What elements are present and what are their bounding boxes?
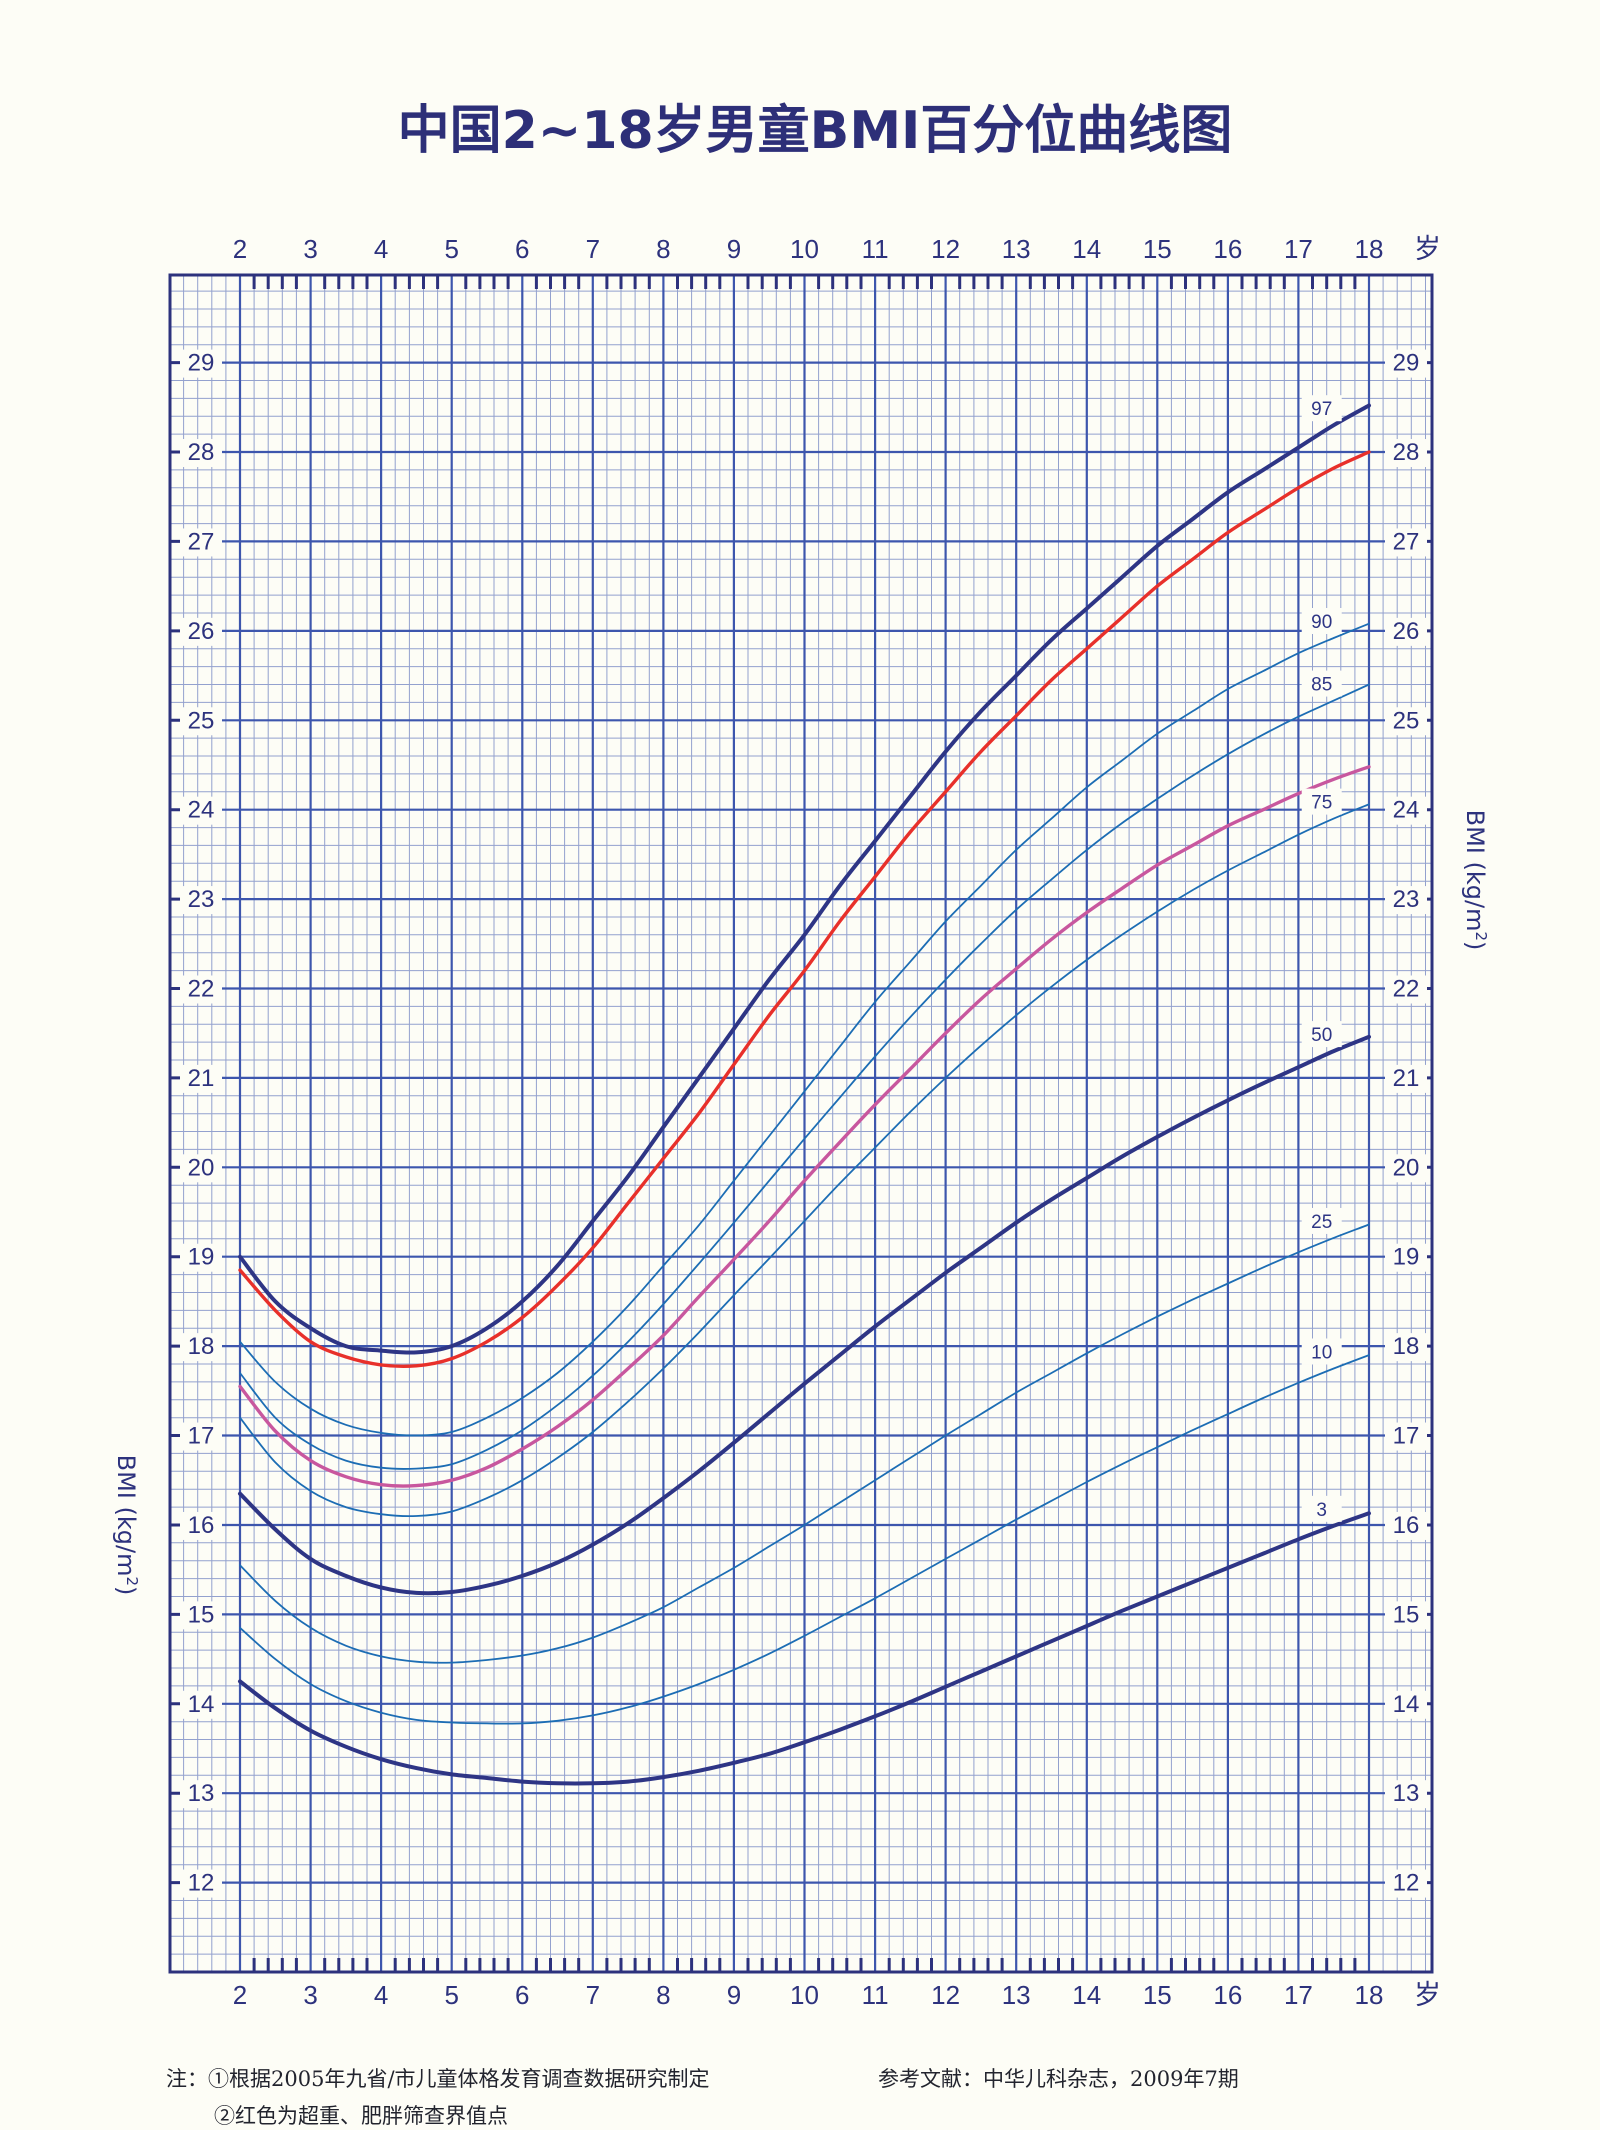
x-tick-label-bottom: 12 bbox=[931, 1980, 960, 2010]
y-tick-label-right: 17 bbox=[1393, 1423, 1420, 1450]
x-tick-label-top: 17 bbox=[1284, 234, 1313, 264]
curve-label-p25: 25 bbox=[1311, 1212, 1332, 1233]
y-tick-label-left: 18 bbox=[188, 1333, 215, 1360]
y-tick-label-left: 28 bbox=[188, 439, 215, 466]
y-tick-label-right: 13 bbox=[1393, 1780, 1420, 1807]
x-tick-label-bottom: 16 bbox=[1213, 1980, 1242, 2010]
x-tick-label-top: 7 bbox=[586, 234, 600, 264]
x-tick-label-bottom: 15 bbox=[1143, 1980, 1172, 2010]
x-tick-label-top: 12 bbox=[931, 234, 960, 264]
x-tick-label-top: 3 bbox=[303, 234, 317, 264]
curve-label-p75: 75 bbox=[1311, 793, 1332, 814]
footnote-1: 注：①根据2005年九省/市儿童体格发育调查数据研究制定 bbox=[166, 2063, 710, 2093]
x-tick-label-top: 6 bbox=[515, 234, 529, 264]
y-tick-label-right: 21 bbox=[1393, 1065, 1420, 1092]
y-tick-label-right: 18 bbox=[1393, 1333, 1420, 1360]
x-tick-label-top: 5 bbox=[444, 234, 458, 264]
x-axis-top-labels: 2 3 4 5 6 7 8 9 10 11 12 13 14 15 16 17 18 bbox=[233, 234, 1384, 264]
x-tick-label-top: 4 bbox=[374, 234, 388, 264]
y-tick-label-left: 20 bbox=[188, 1154, 215, 1181]
y-tick-label-right: 20 bbox=[1393, 1154, 1420, 1181]
y-tick-label-left: 26 bbox=[188, 618, 215, 645]
x-tick-label-top: 18 bbox=[1355, 234, 1384, 264]
x-tick-label-bottom: 9 bbox=[727, 1980, 741, 2010]
x-tick-label-top: 9 bbox=[727, 234, 741, 264]
y-tick-label-right: 19 bbox=[1393, 1244, 1420, 1271]
y-tick-label-left: 19 bbox=[188, 1244, 215, 1271]
x-tick-label-bottom: 17 bbox=[1284, 1980, 1313, 2010]
y-tick-label-left: 21 bbox=[188, 1065, 215, 1092]
y-tick-label-left: 24 bbox=[188, 797, 215, 824]
x-tick-label-bottom: 2 bbox=[233, 1980, 247, 2010]
x-tick-label-bottom: 6 bbox=[515, 1980, 529, 2010]
x-axis-bottom-labels: 2 3 4 5 6 7 8 9 10 11 12 13 14 15 16 17 18 bbox=[233, 1980, 1384, 2010]
y-tick-label-left: 29 bbox=[188, 350, 215, 377]
y-tick-label-right: 16 bbox=[1393, 1512, 1420, 1539]
y-tick-label-right: 23 bbox=[1393, 886, 1420, 913]
y-tick-label-right: 14 bbox=[1393, 1691, 1420, 1718]
y-tick-label-left: 25 bbox=[188, 707, 215, 734]
y-tick-label-right: 22 bbox=[1393, 975, 1420, 1002]
y-tick-label-right: 25 bbox=[1393, 707, 1420, 734]
y-tick-label-right: 24 bbox=[1393, 797, 1420, 824]
footnote-reference: 参考文献：中华儿科杂志，2009年7期 bbox=[878, 2063, 1239, 2093]
y-tick-label-right: 12 bbox=[1393, 1870, 1420, 1897]
x-unit-bottom: 岁 bbox=[1414, 1980, 1441, 2011]
y-tick-label-right: 28 bbox=[1393, 439, 1420, 466]
y-tick-label-left: 15 bbox=[188, 1601, 215, 1628]
x-tick-label-top: 15 bbox=[1143, 234, 1172, 264]
y-tick-label-left: 16 bbox=[188, 1512, 215, 1539]
x-tick-label-bottom: 10 bbox=[790, 1980, 819, 2010]
curve-label-p3: 3 bbox=[1316, 1500, 1327, 1521]
x-tick-label-bottom: 13 bbox=[1002, 1980, 1031, 2010]
x-tick-label-bottom: 11 bbox=[862, 1980, 889, 2010]
minor-grid bbox=[170, 275, 1432, 1972]
x-tick-label-bottom: 14 bbox=[1072, 1980, 1101, 2010]
y-tick-label-left: 14 bbox=[188, 1691, 215, 1718]
y-axis-left-labels: 12 13 14 15 16 17 18 19 20 21 22 23 24 25 26 27 28 29 bbox=[180, 350, 222, 1898]
x-tick-label-bottom: 3 bbox=[303, 1980, 317, 2010]
x-tick-label-bottom: 4 bbox=[374, 1980, 388, 2010]
y-axis-right-labels: 12 13 14 15 16 17 18 19 20 21 22 23 24 25 26 27 28 29 bbox=[1385, 350, 1427, 1898]
y-tick-label-left: 22 bbox=[188, 975, 215, 1002]
y-tick-label-left: 23 bbox=[188, 886, 215, 913]
y-tick-label-right: 29 bbox=[1393, 350, 1420, 377]
curve-labels: 97 90 85 75 50 25 10 3 bbox=[1302, 395, 1342, 1522]
y-tick-label-left: 27 bbox=[188, 528, 215, 555]
curve-label-p85: 85 bbox=[1311, 675, 1332, 696]
major-grid-lines bbox=[170, 275, 1432, 1972]
outer-frame bbox=[170, 275, 1432, 1972]
x-tick-label-top: 14 bbox=[1072, 234, 1101, 264]
y-tick-label-right: 26 bbox=[1393, 618, 1420, 645]
y-tick-label-right: 15 bbox=[1393, 1601, 1420, 1628]
y-axis-title-left: BMI (kg/m2) bbox=[112, 1455, 141, 1596]
major-grid bbox=[170, 275, 1432, 1972]
y-axis-title-right: BMI (kg/m2) bbox=[1461, 810, 1490, 951]
x-tick-label-top: 10 bbox=[790, 234, 819, 264]
x-tick-label-top: 11 bbox=[862, 234, 889, 264]
minor-grid-lines bbox=[170, 275, 1432, 1972]
footnote-2: ②红色为超重、肥胖筛查界值点 bbox=[214, 2100, 508, 2130]
x-unit-top: 岁 bbox=[1414, 234, 1441, 265]
x-tick-label-bottom: 8 bbox=[656, 1980, 670, 2010]
x-tick-label-bottom: 7 bbox=[586, 1980, 600, 2010]
y-tick-label-left: 12 bbox=[188, 1870, 215, 1897]
curve-label-p50: 50 bbox=[1311, 1025, 1332, 1046]
x-tick-label-top: 2 bbox=[233, 234, 247, 264]
y-tick-label-left: 13 bbox=[188, 1780, 215, 1807]
x-tick-label-top: 8 bbox=[656, 234, 670, 264]
tick-marks bbox=[170, 275, 1432, 1972]
x-tick-label-top: 13 bbox=[1002, 234, 1031, 264]
x-tick-label-bottom: 18 bbox=[1355, 1980, 1384, 2010]
x-tick-label-top: 16 bbox=[1213, 234, 1242, 264]
y-tick-label-left: 17 bbox=[188, 1423, 215, 1450]
curve-label-p97: 97 bbox=[1311, 399, 1332, 420]
curve-label-p90: 90 bbox=[1311, 612, 1332, 633]
curve-label-p10: 10 bbox=[1311, 1342, 1332, 1363]
x-tick-label-bottom: 5 bbox=[444, 1980, 458, 2010]
y-tick-label-right: 27 bbox=[1393, 528, 1420, 555]
axis-ticks bbox=[170, 275, 1432, 1972]
chart-title: 中国2~18岁男童BMI百分位曲线图 bbox=[398, 101, 1233, 161]
